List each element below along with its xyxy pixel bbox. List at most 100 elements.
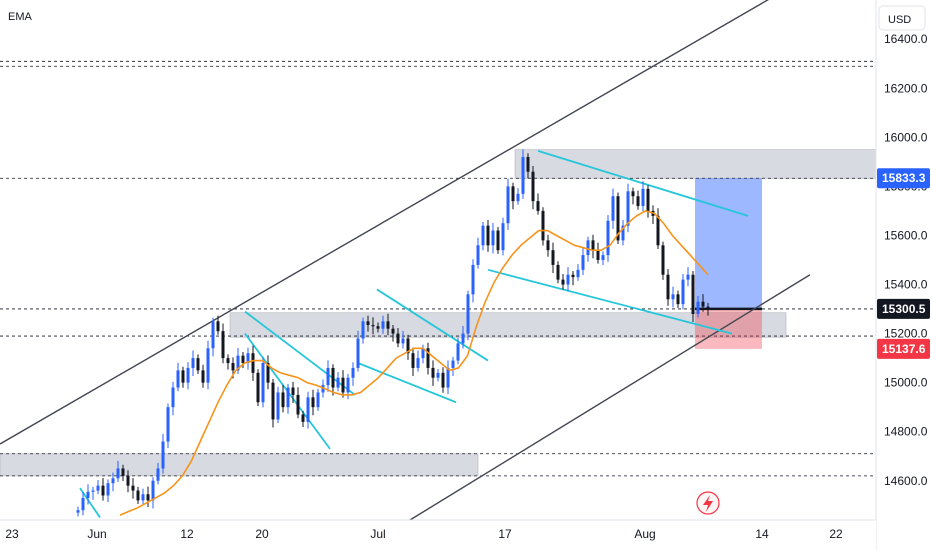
trendlines-layer[interactable] <box>0 0 811 521</box>
price-badge-bg <box>877 168 930 189</box>
take-profit-zone[interactable] <box>695 178 762 309</box>
candle <box>691 271 695 323</box>
candle <box>421 344 425 364</box>
price-badge[interactable]: 15833.3 <box>877 168 930 189</box>
stop-loss-zone[interactable] <box>695 308 762 349</box>
candle-body <box>116 468 120 479</box>
candle <box>216 315 220 335</box>
candle <box>146 486 150 507</box>
candle-body <box>181 370 185 383</box>
indicator-legend-label[interactable]: EMA <box>8 11 33 23</box>
candle <box>236 348 240 375</box>
candle <box>246 347 250 370</box>
candle <box>601 251 605 266</box>
candle-body <box>501 223 505 251</box>
candle-body <box>591 240 595 251</box>
candle-body <box>486 225 490 246</box>
candle-body <box>526 156 530 172</box>
candle <box>106 479 110 503</box>
candle <box>611 188 615 229</box>
candle-body <box>676 294 680 305</box>
candle <box>186 362 190 390</box>
candle <box>111 472 115 492</box>
candle <box>206 340 210 390</box>
candle-body <box>621 225 625 241</box>
candle <box>241 351 245 369</box>
candle-body <box>646 188 650 211</box>
candle-body <box>186 367 190 383</box>
candle <box>581 247 585 275</box>
candle-body <box>471 264 475 295</box>
upper-channel-bottom[interactable] <box>487 268 733 335</box>
candle-body <box>511 186 515 202</box>
candle-body <box>641 188 645 207</box>
candle-body <box>666 274 670 300</box>
candle <box>176 362 180 392</box>
candle <box>156 462 160 485</box>
july-flag-bottom[interactable] <box>357 362 457 404</box>
candle-body <box>596 250 600 260</box>
candle <box>151 477 155 509</box>
candle-body <box>496 230 500 251</box>
candle-body <box>91 490 95 492</box>
price-badge[interactable]: 15300.5 <box>877 298 930 319</box>
ascending-channel-lower[interactable] <box>409 274 811 521</box>
candle <box>686 267 690 287</box>
candle <box>521 149 525 199</box>
candle-body <box>146 494 150 501</box>
candle-body <box>291 387 295 395</box>
candle <box>701 294 705 312</box>
candle <box>391 325 395 342</box>
candle-body <box>296 394 300 415</box>
candle <box>561 273 565 290</box>
currency-button[interactable] <box>878 5 926 31</box>
candle <box>591 234 595 259</box>
candle-body <box>101 485 105 496</box>
candle <box>101 478 105 501</box>
candle <box>666 269 670 306</box>
candle-body <box>686 274 690 280</box>
candle-body <box>201 370 205 383</box>
resistance-zone[interactable] <box>514 149 877 179</box>
y-tick-label: 15600.0 <box>884 228 928 242</box>
y-tick-label: 15400.0 <box>884 278 928 292</box>
candle <box>526 153 530 179</box>
candle <box>606 215 610 262</box>
candle-body <box>566 274 570 285</box>
price-badge[interactable]: 15137.6 <box>877 338 930 359</box>
candle-body <box>671 294 675 300</box>
candle <box>436 369 440 382</box>
price-axis-background <box>876 0 932 550</box>
candle-body <box>111 478 115 484</box>
candle-body <box>266 363 270 383</box>
support-zone-low[interactable] <box>0 453 479 477</box>
candle-body <box>556 264 560 280</box>
candle <box>296 387 300 419</box>
price-badge-label: 15833.3 <box>882 171 926 185</box>
candle-body <box>431 367 435 378</box>
candle-body <box>81 497 85 511</box>
ema-line[interactable] <box>119 210 709 516</box>
candle <box>366 315 370 332</box>
candle-body <box>326 367 330 386</box>
ascending-channel-upper[interactable] <box>0 0 810 445</box>
candle <box>566 267 570 292</box>
candle <box>596 242 600 264</box>
candle-body <box>211 321 215 349</box>
x-tick-label: 23 <box>5 527 19 541</box>
time-axis-background <box>0 520 876 550</box>
candle-body <box>491 230 495 246</box>
candle-body <box>106 483 110 496</box>
price-badge-bg <box>877 338 930 359</box>
candle <box>311 389 315 416</box>
candle-body <box>376 326 380 329</box>
position-tool-layer[interactable] <box>695 178 762 349</box>
candle-body <box>546 240 550 251</box>
lightning-icon[interactable] <box>696 491 720 515</box>
candle-body <box>531 171 535 202</box>
candle-body <box>581 255 585 270</box>
candle-body <box>261 363 265 403</box>
